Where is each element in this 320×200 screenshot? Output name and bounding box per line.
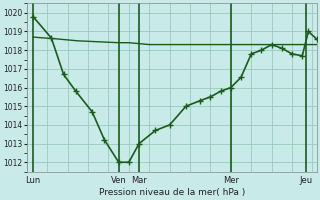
X-axis label: Pression niveau de la mer( hPa ): Pression niveau de la mer( hPa ) xyxy=(99,188,245,197)
